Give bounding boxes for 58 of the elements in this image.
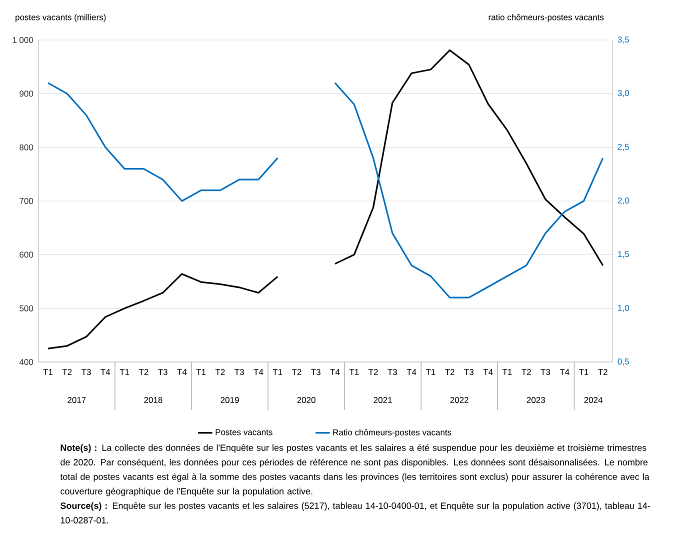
y-tick-label: 900 (20, 90, 34, 97)
x-tick-label: T2 (215, 369, 225, 375)
x-tick-label: T1 (349, 369, 359, 375)
y-axis-title: postes vacants (milliers) (16, 14, 106, 22)
x-tick-label: T3 (311, 369, 320, 376)
x-tick-label: T1 (502, 369, 512, 375)
x-tick-label: T1 (196, 369, 206, 375)
legend-label: Ratio chômeurs-postes vacants (333, 429, 452, 438)
x-tick-label: T4 (560, 369, 570, 375)
x-tick-label: T1 (578, 369, 588, 375)
x-tick-label: T3 (540, 369, 550, 376)
x-tick-label: T3 (388, 369, 397, 376)
x-tick-label: T2 (368, 369, 378, 375)
text: 2020 (297, 396, 316, 404)
y2-tick-label: 2,5 (618, 144, 629, 151)
text: 2024 (584, 396, 603, 404)
x-tick-label: T4 (483, 369, 493, 375)
x-tick-label: T3 (234, 369, 244, 376)
x-tick-label: T3 (81, 369, 91, 376)
y2-tick-label: 1,0 (618, 304, 629, 312)
x-tick-label: T1 (120, 369, 130, 375)
x-tick-label: T3 (464, 369, 474, 376)
x-tick-label: T1 (43, 369, 53, 375)
x-tick-label: T2 (522, 369, 531, 375)
x-tick-label: T4 (330, 369, 340, 375)
y2-tick-label: 3,5 (618, 36, 629, 44)
y2-tick-label: 0,5 (618, 358, 629, 366)
text: 2021 (374, 396, 392, 404)
y2-tick-label: 1,5 (618, 251, 629, 258)
x-tick-label: T2 (138, 369, 148, 375)
x-tick-label: T4 (254, 369, 264, 375)
y-tick-label: 700 (20, 198, 34, 204)
y2-tick-label: 2,0 (618, 197, 629, 205)
text: 2023 (526, 396, 545, 404)
x-tick-label: T2 (598, 369, 608, 375)
y-tick-label: 500 (20, 305, 34, 312)
y2-axis-title: ratio chômeurs-postes vacants (488, 14, 604, 22)
y-tick-label: 1 000 (12, 37, 34, 44)
text: 2022 (450, 396, 468, 404)
text: Note(s) : La collecte des données de l'Enquête sur les postes vacants et les salaires a été suspendue pour les deuxième et troisième trimestres de 2020. Par conséquent, les données pour ces périodes de référence ne sont pas disponibles. Les données sont désaisonnalisées. Le nombre total de postes vacants est égal à la somme des postes vacants dans les provinces (les territoires sont exclus) pour assurer la cohérence avec la couverture géographique de l'Enquête sur la population active. (60, 444, 650, 496)
text: Source(s) : Enquête sur les postes vacants et les salaires (5217), tableau 14-10-0400-01, et Enquête sur la population active (3701), tableau 14-10-0287-01. (60, 502, 650, 524)
x-tick-label: T2 (62, 369, 72, 375)
text: 2018 (144, 396, 162, 404)
y-tick-label: 600 (20, 252, 34, 258)
x-tick-label: T4 (177, 369, 187, 375)
x-tick-label: T1 (426, 369, 436, 375)
x-tick-label: T4 (406, 369, 416, 375)
y-tick-label: 800 (20, 144, 34, 150)
text: 2019 (220, 396, 239, 404)
y2-tick-label: 3,0 (618, 90, 629, 98)
x-tick-label: T2 (292, 369, 302, 375)
x-tick-label: T3 (158, 369, 168, 376)
y-tick-label: 400 (19, 358, 34, 366)
legend-label: Postes vacants (216, 429, 272, 436)
x-tick-label: T1 (272, 369, 282, 375)
x-tick-label: T2 (445, 369, 454, 375)
text: 2017 (68, 396, 86, 404)
x-tick-label: T4 (100, 369, 110, 375)
